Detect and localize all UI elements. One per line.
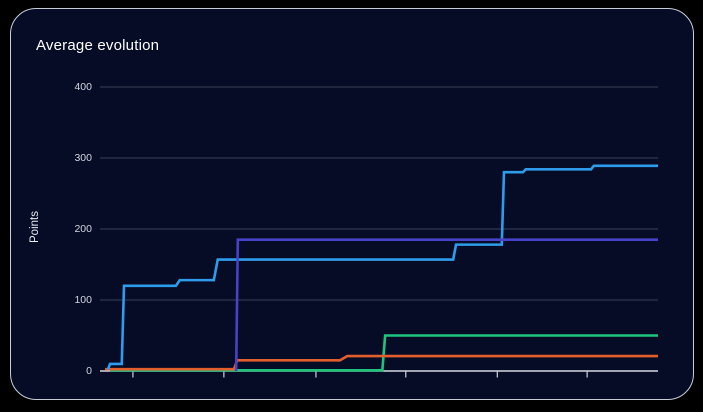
y-tick-label-300: 300 bbox=[74, 152, 92, 164]
series-orange bbox=[105, 354, 658, 371]
y-tick-label-0: 0 bbox=[86, 365, 92, 377]
series-blue bbox=[106, 164, 658, 371]
series-purple bbox=[234, 238, 658, 372]
y-tick-label-100: 100 bbox=[74, 294, 92, 306]
chart-title: Average evolution bbox=[36, 37, 160, 54]
chart-card: Average evolution bbox=[10, 8, 694, 400]
y-tick-label-400: 400 bbox=[74, 81, 92, 93]
y-tick-label-200: 200 bbox=[74, 223, 92, 235]
series-green bbox=[110, 334, 658, 372]
